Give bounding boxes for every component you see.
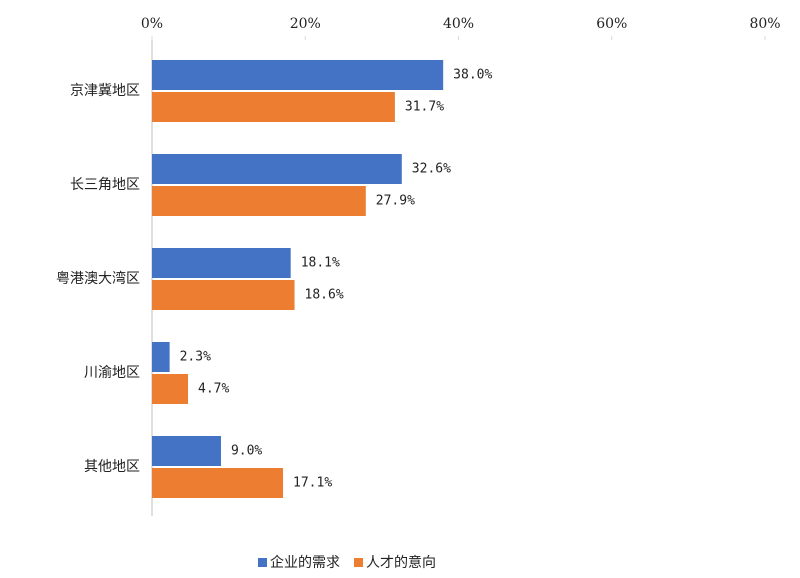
value-label: 4.7% — [198, 382, 229, 397]
bar — [152, 60, 444, 90]
bar — [152, 374, 189, 404]
value-label: 9.0% — [231, 444, 262, 459]
y-tick-label: 长三角地区 — [70, 177, 140, 193]
bar — [152, 436, 221, 466]
bar — [152, 280, 295, 310]
y-tick-label: 京津冀地区 — [70, 83, 140, 99]
y-tick-label: 其他地区 — [84, 459, 140, 475]
value-label: 18.6% — [305, 288, 344, 303]
legend-label: 企业的需求 — [270, 554, 340, 571]
x-tick-label: 40% — [443, 16, 474, 32]
value-label: 17.1% — [293, 476, 332, 491]
value-label: 18.1% — [301, 256, 340, 271]
value-label: 38.0% — [453, 68, 492, 83]
legend-swatch — [258, 558, 267, 567]
bar — [152, 92, 395, 122]
y-tick-label: 川渝地区 — [84, 365, 140, 381]
x-tick-label: 80% — [749, 16, 780, 32]
bar — [152, 154, 402, 184]
legend-label: 人才的意向 — [366, 554, 436, 571]
bar — [152, 186, 366, 216]
y-tick-label: 粤港澳大湾区 — [56, 270, 140, 287]
x-tick-label: 60% — [596, 16, 627, 32]
bar — [152, 468, 284, 498]
value-label: 32.6% — [412, 162, 451, 177]
value-label: 27.9% — [376, 194, 415, 209]
value-label: 31.7% — [405, 100, 444, 115]
bar — [152, 248, 291, 278]
x-tick-label: 0% — [141, 16, 163, 32]
bar — [152, 342, 170, 372]
legend-swatch — [354, 558, 363, 567]
x-tick-label: 20% — [290, 16, 321, 32]
value-label: 2.3% — [180, 350, 211, 365]
